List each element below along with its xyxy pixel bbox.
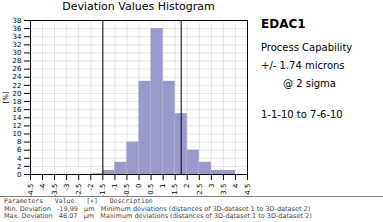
svg-text:-3: -3 — [63, 184, 71, 191]
html-text:+/- 1.74 microns: +/- 1.74 microns — [261, 60, 345, 71]
html-text:Process Capability: Process Capability — [261, 42, 353, 53]
html-text:@ 2 sigma: @ 2 sigma — [283, 78, 336, 89]
html-text:Parameters Value [+] Descripti: Parameters Value [+] Description — [4, 197, 153, 205]
svg-text:-0.5: -0.5 — [123, 184, 131, 197]
svg-text:3: 3 — [208, 184, 216, 188]
html-text:EDAC1: EDAC1 — [261, 17, 306, 31]
svg-text:-1.5: -1.5 — [99, 184, 107, 197]
svg-text:12: 12 — [13, 122, 22, 130]
svg-text:[%]: [%] — [2, 91, 10, 103]
svg-text:6: 6 — [17, 146, 22, 154]
svg-text:2: 2 — [183, 184, 191, 188]
svg-text:8: 8 — [17, 138, 21, 146]
svg-text:14: 14 — [13, 114, 22, 122]
html-text:Deviation Values Histogram: Deviation Values Histogram — [62, 0, 215, 13]
svg-text:3.5: 3.5 — [220, 184, 228, 195]
svg-text:38: 38 — [13, 17, 22, 25]
svg-text:-1: -1 — [111, 184, 119, 191]
svg-text:26: 26 — [13, 65, 22, 73]
svg-text:4: 4 — [17, 155, 22, 163]
svg-text:0.5: 0.5 — [147, 184, 155, 195]
svg-text:28: 28 — [13, 57, 22, 65]
svg-text:-2: -2 — [87, 184, 95, 191]
svg-text:-4: -4 — [39, 183, 47, 191]
svg-text:10: 10 — [13, 130, 22, 138]
svg-text:30: 30 — [13, 49, 22, 57]
svg-text:34: 34 — [13, 33, 22, 41]
html-text:Max. Deviation 46.07 µm Maximu: Max. Deviation 46.07 µm Maximum deviatio… — [4, 212, 312, 220]
svg-text:0: 0 — [135, 184, 143, 188]
svg-text:-4.5: -4.5 — [27, 184, 35, 197]
svg-text:0: 0 — [17, 171, 21, 179]
html-text:1-1-10 to 7-6-10: 1-1-10 to 7-6-10 — [261, 109, 343, 120]
svg-text:22: 22 — [13, 82, 22, 90]
svg-text:-2.5: -2.5 — [75, 184, 83, 197]
svg-text:18: 18 — [13, 98, 22, 106]
svg-text:-3.5: -3.5 — [51, 184, 59, 197]
svg-text:24: 24 — [13, 73, 22, 81]
svg-text:16: 16 — [13, 106, 22, 114]
html-text:Min. Deviation -19.99 µm Minim: Min. Deviation -19.99 µm Minimum deviati… — [4, 204, 311, 213]
svg-text:32: 32 — [13, 41, 22, 49]
svg-text:1.5: 1.5 — [171, 184, 179, 195]
svg-text:2: 2 — [17, 163, 21, 171]
svg-text:36: 36 — [13, 25, 22, 33]
svg-text:20: 20 — [13, 90, 22, 98]
svg-text:4: 4 — [232, 183, 240, 188]
svg-text:1: 1 — [159, 184, 167, 188]
svg-text:2.5: 2.5 — [196, 184, 204, 195]
svg-text:4.5: 4.5 — [244, 184, 252, 195]
